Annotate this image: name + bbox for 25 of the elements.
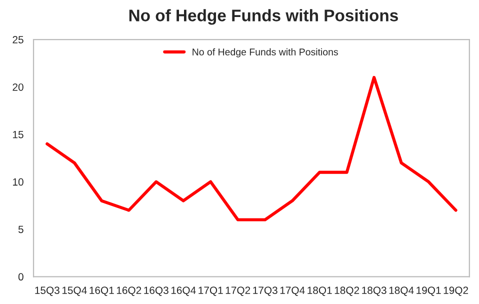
x-tick-label: 17Q1 [198,286,223,296]
x-tick-label: 19Q2 [444,286,468,296]
x-tick-label: 19Q1 [416,286,441,296]
x-tick-label: 16Q4 [171,286,196,296]
x-tick-label: 15Q3 [35,286,60,296]
line-series [46,76,458,222]
x-tick-label: 17Q3 [253,286,278,296]
x-tick-label: 18Q1 [308,286,332,296]
y-tick-label: 15 [13,130,24,138]
y-tick-label: 5 [18,226,24,234]
x-tick-label: 18Q2 [334,286,360,296]
x-tick-label: 15Q4 [62,286,87,296]
x-tick-label: 18Q3 [362,286,386,296]
chart-title: No of Hedge Funds with Positions [129,9,398,25]
x-tick-label: 16Q2 [116,286,142,296]
x-tick-label: 18Q4 [389,286,414,296]
y-tick-label: 20 [12,83,24,91]
y-tick-label: 10 [13,178,24,186]
legend-label: No of Hedge Funds with Positions [192,48,338,58]
x-tick-label: 16Q3 [144,286,168,296]
y-tick-label: 0 [18,273,24,281]
x-tick-label: 16Q1 [90,286,114,296]
x-tick-label: 17Q2 [226,286,250,296]
x-tick-label: 17Q4 [280,286,305,296]
y-tick-label: 25 [12,36,24,44]
